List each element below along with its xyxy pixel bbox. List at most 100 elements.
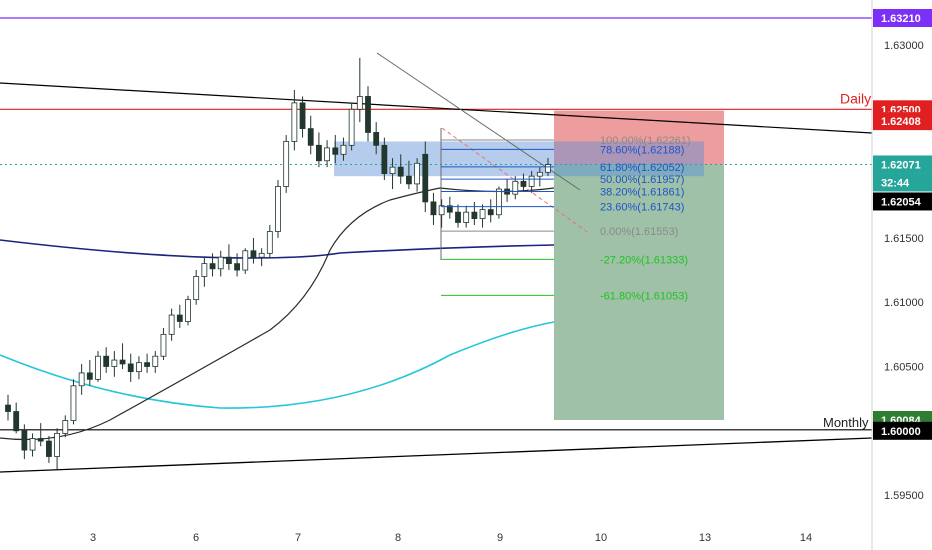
price-axis-labels: 1.632101.625001.624081.6207132:441.62054… — [873, 8, 932, 440]
price-label-text: 1.62071 — [881, 159, 921, 171]
candle-body — [160, 333, 167, 357]
price-label-background — [873, 155, 932, 174]
ema-line — [0, 321, 555, 409]
candle-body — [152, 355, 159, 367]
candlestick-series — [5, 57, 551, 470]
candle-body — [406, 175, 412, 185]
candle-body — [389, 166, 396, 174]
price-label-background — [873, 8, 932, 27]
candle-body — [78, 372, 85, 387]
candle-body — [487, 209, 494, 216]
candle-body — [54, 432, 60, 457]
candle-body — [365, 96, 371, 133]
time-tick-label: 7 — [295, 532, 301, 544]
candle-body — [446, 205, 453, 213]
position-zones — [334, 110, 724, 420]
candle-body — [536, 171, 543, 177]
candle-body — [479, 209, 486, 220]
candle-body — [258, 252, 265, 258]
candle-body — [21, 430, 28, 451]
candle-body — [266, 231, 273, 254]
fib-level-label: 100.00%(1.62261) — [600, 135, 691, 147]
fib-level-label: -27.20%(1.61333) — [600, 254, 688, 266]
fib-level-label: 78.60%(1.62188) — [600, 144, 684, 156]
moving-averages — [0, 187, 555, 441]
fib-level-label: 50.00%(1.61957) — [600, 174, 684, 186]
candle-body — [13, 411, 20, 432]
time-tick-label: 3 — [90, 532, 96, 544]
candle-body — [168, 314, 175, 335]
candle-body — [463, 211, 470, 223]
candle-body — [545, 164, 551, 173]
candle-body — [373, 132, 380, 146]
candle-body — [209, 263, 216, 270]
price-label-text: 32:44 — [881, 177, 910, 189]
level-annotations: Daily Monthly — [823, 90, 871, 430]
candle-body — [119, 359, 126, 365]
candle-body — [356, 96, 363, 110]
price-tick-label: 1.61500 — [884, 233, 924, 245]
time-ticks: 3 6 7 8 9 10 13 14 — [90, 532, 812, 544]
price-axis-label: 1.62071 — [873, 155, 932, 174]
candle-body — [291, 102, 298, 142]
price-label-background — [873, 192, 932, 211]
candle-body — [438, 205, 445, 216]
time-tick-label: 8 — [395, 532, 401, 544]
candle-body — [95, 355, 101, 380]
candle-body — [29, 438, 36, 451]
price-label-text: 1.62054 — [881, 196, 922, 208]
candle-body — [324, 147, 330, 162]
price-axis-label: 1.62408 — [873, 112, 932, 131]
candle-body — [185, 299, 191, 322]
price-label-text: 1.62408 — [881, 116, 921, 128]
candle-body — [422, 153, 429, 203]
candle-body — [332, 147, 339, 155]
candle-body — [283, 141, 290, 187]
candle-body — [70, 385, 77, 421]
candle-body — [46, 440, 52, 457]
candle-body — [226, 256, 232, 265]
time-tick-label: 10 — [595, 532, 607, 544]
price-axis-label: 1.62054 — [873, 192, 932, 211]
descending-trendline — [0, 82, 873, 134]
fib-level-label: 61.80%(1.62052) — [600, 162, 684, 174]
fibonacci-extension: 100.00%(1.62261)78.60%(1.62188) 61.80%(1.… — [441, 135, 691, 302]
price-label-background — [873, 173, 932, 192]
candle-body — [275, 186, 281, 232]
candle-body — [316, 144, 322, 162]
candle-body — [455, 211, 461, 223]
monthly-price-label: 1.60000 — [873, 421, 932, 440]
candle-body — [62, 420, 69, 434]
fib-level-label: 23.60%(1.61743) — [600, 202, 684, 214]
candle-body — [430, 201, 437, 216]
candle-body — [381, 144, 388, 174]
sma-line — [0, 239, 555, 259]
level-lines — [0, 17, 872, 431]
monthly-label: Monthly — [823, 415, 869, 430]
candle-body — [307, 128, 314, 146]
time-tick-label: 14 — [800, 532, 812, 544]
candle-body — [520, 180, 527, 187]
candle-body — [234, 263, 240, 271]
candle-body — [111, 359, 118, 367]
candle-body — [242, 250, 249, 271]
ascending-trendline — [0, 437, 873, 473]
price-axis[interactable]: 1.630001.625001.620001.615001.610001.605… — [871, 0, 932, 550]
price-tick-label: 1.59500 — [884, 490, 924, 502]
time-axis[interactable]: 3 6 7 8 9 10 13 14 — [90, 532, 812, 544]
candle-body — [528, 175, 535, 187]
candle-body — [512, 180, 519, 195]
price-label-text: 1.60000 — [881, 426, 921, 438]
candle-body — [37, 438, 44, 442]
price-label-background — [873, 421, 932, 440]
fib-level-label: -61.80%(1.61053) — [600, 290, 688, 302]
price-label-text: 1.63210 — [881, 13, 921, 25]
time-tick-label: 13 — [699, 532, 711, 544]
candle-body — [397, 166, 404, 177]
price-tick-label: 1.60500 — [884, 362, 924, 374]
candle-body — [176, 314, 183, 322]
candle-body — [217, 256, 224, 270]
order-block-zone — [334, 141, 704, 177]
candle-body — [86, 372, 93, 380]
